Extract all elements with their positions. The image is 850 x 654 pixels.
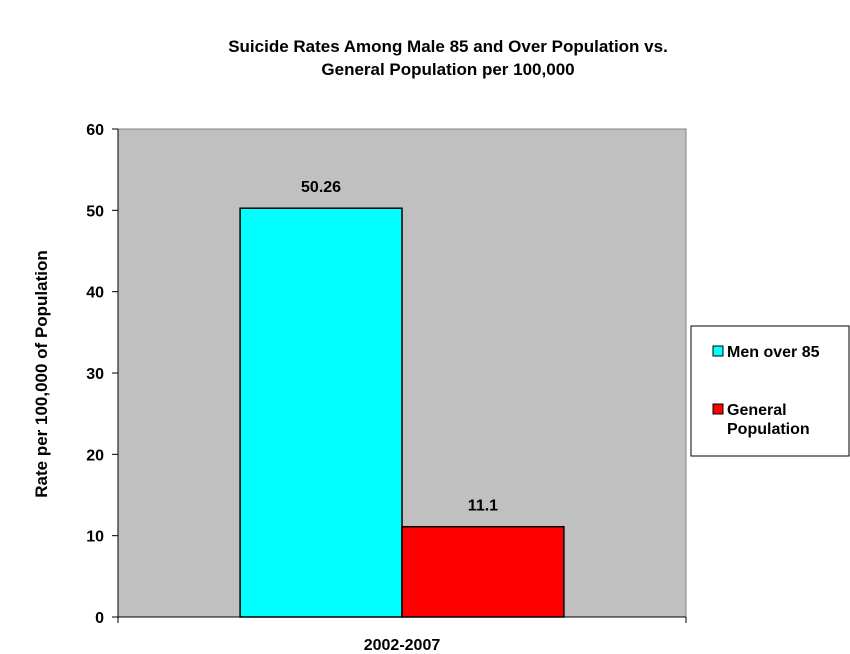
legend: Men over 85 General Population	[690, 325, 850, 457]
legend-label: Men over 85	[727, 344, 820, 361]
y-tick-label: 0	[95, 610, 104, 627]
legend-label: General	[727, 402, 787, 419]
data-label: 50.26	[301, 179, 341, 196]
x-tick-label: 2002-2007	[364, 637, 441, 654]
bar	[401, 525, 565, 618]
chart-title-line-1: Suicide Rates Among Male 85 and Over Pop…	[228, 37, 668, 56]
bars: 50.26 11.1	[239, 179, 565, 618]
y-tick-label: 30	[86, 366, 104, 383]
x-axis: 2002-2007	[117, 616, 687, 654]
legend-label: Population	[727, 421, 810, 438]
y-tick-label: 40	[86, 285, 104, 302]
y-axis-title: Rate per 100,000 of Population	[32, 250, 51, 498]
data-label: 11.1	[468, 498, 498, 515]
y-axis: 0 10 20 30 40 50 60	[86, 122, 119, 627]
legend-swatch	[712, 403, 724, 415]
y-tick-label: 20	[86, 447, 104, 464]
chart-title-line-2: General Population per 100,000	[321, 60, 574, 79]
y-tick-label: 10	[86, 529, 104, 546]
legend-swatch	[712, 345, 724, 357]
y-tick-label: 60	[86, 122, 104, 139]
bar	[239, 207, 403, 618]
y-tick-label: 50	[86, 203, 104, 220]
